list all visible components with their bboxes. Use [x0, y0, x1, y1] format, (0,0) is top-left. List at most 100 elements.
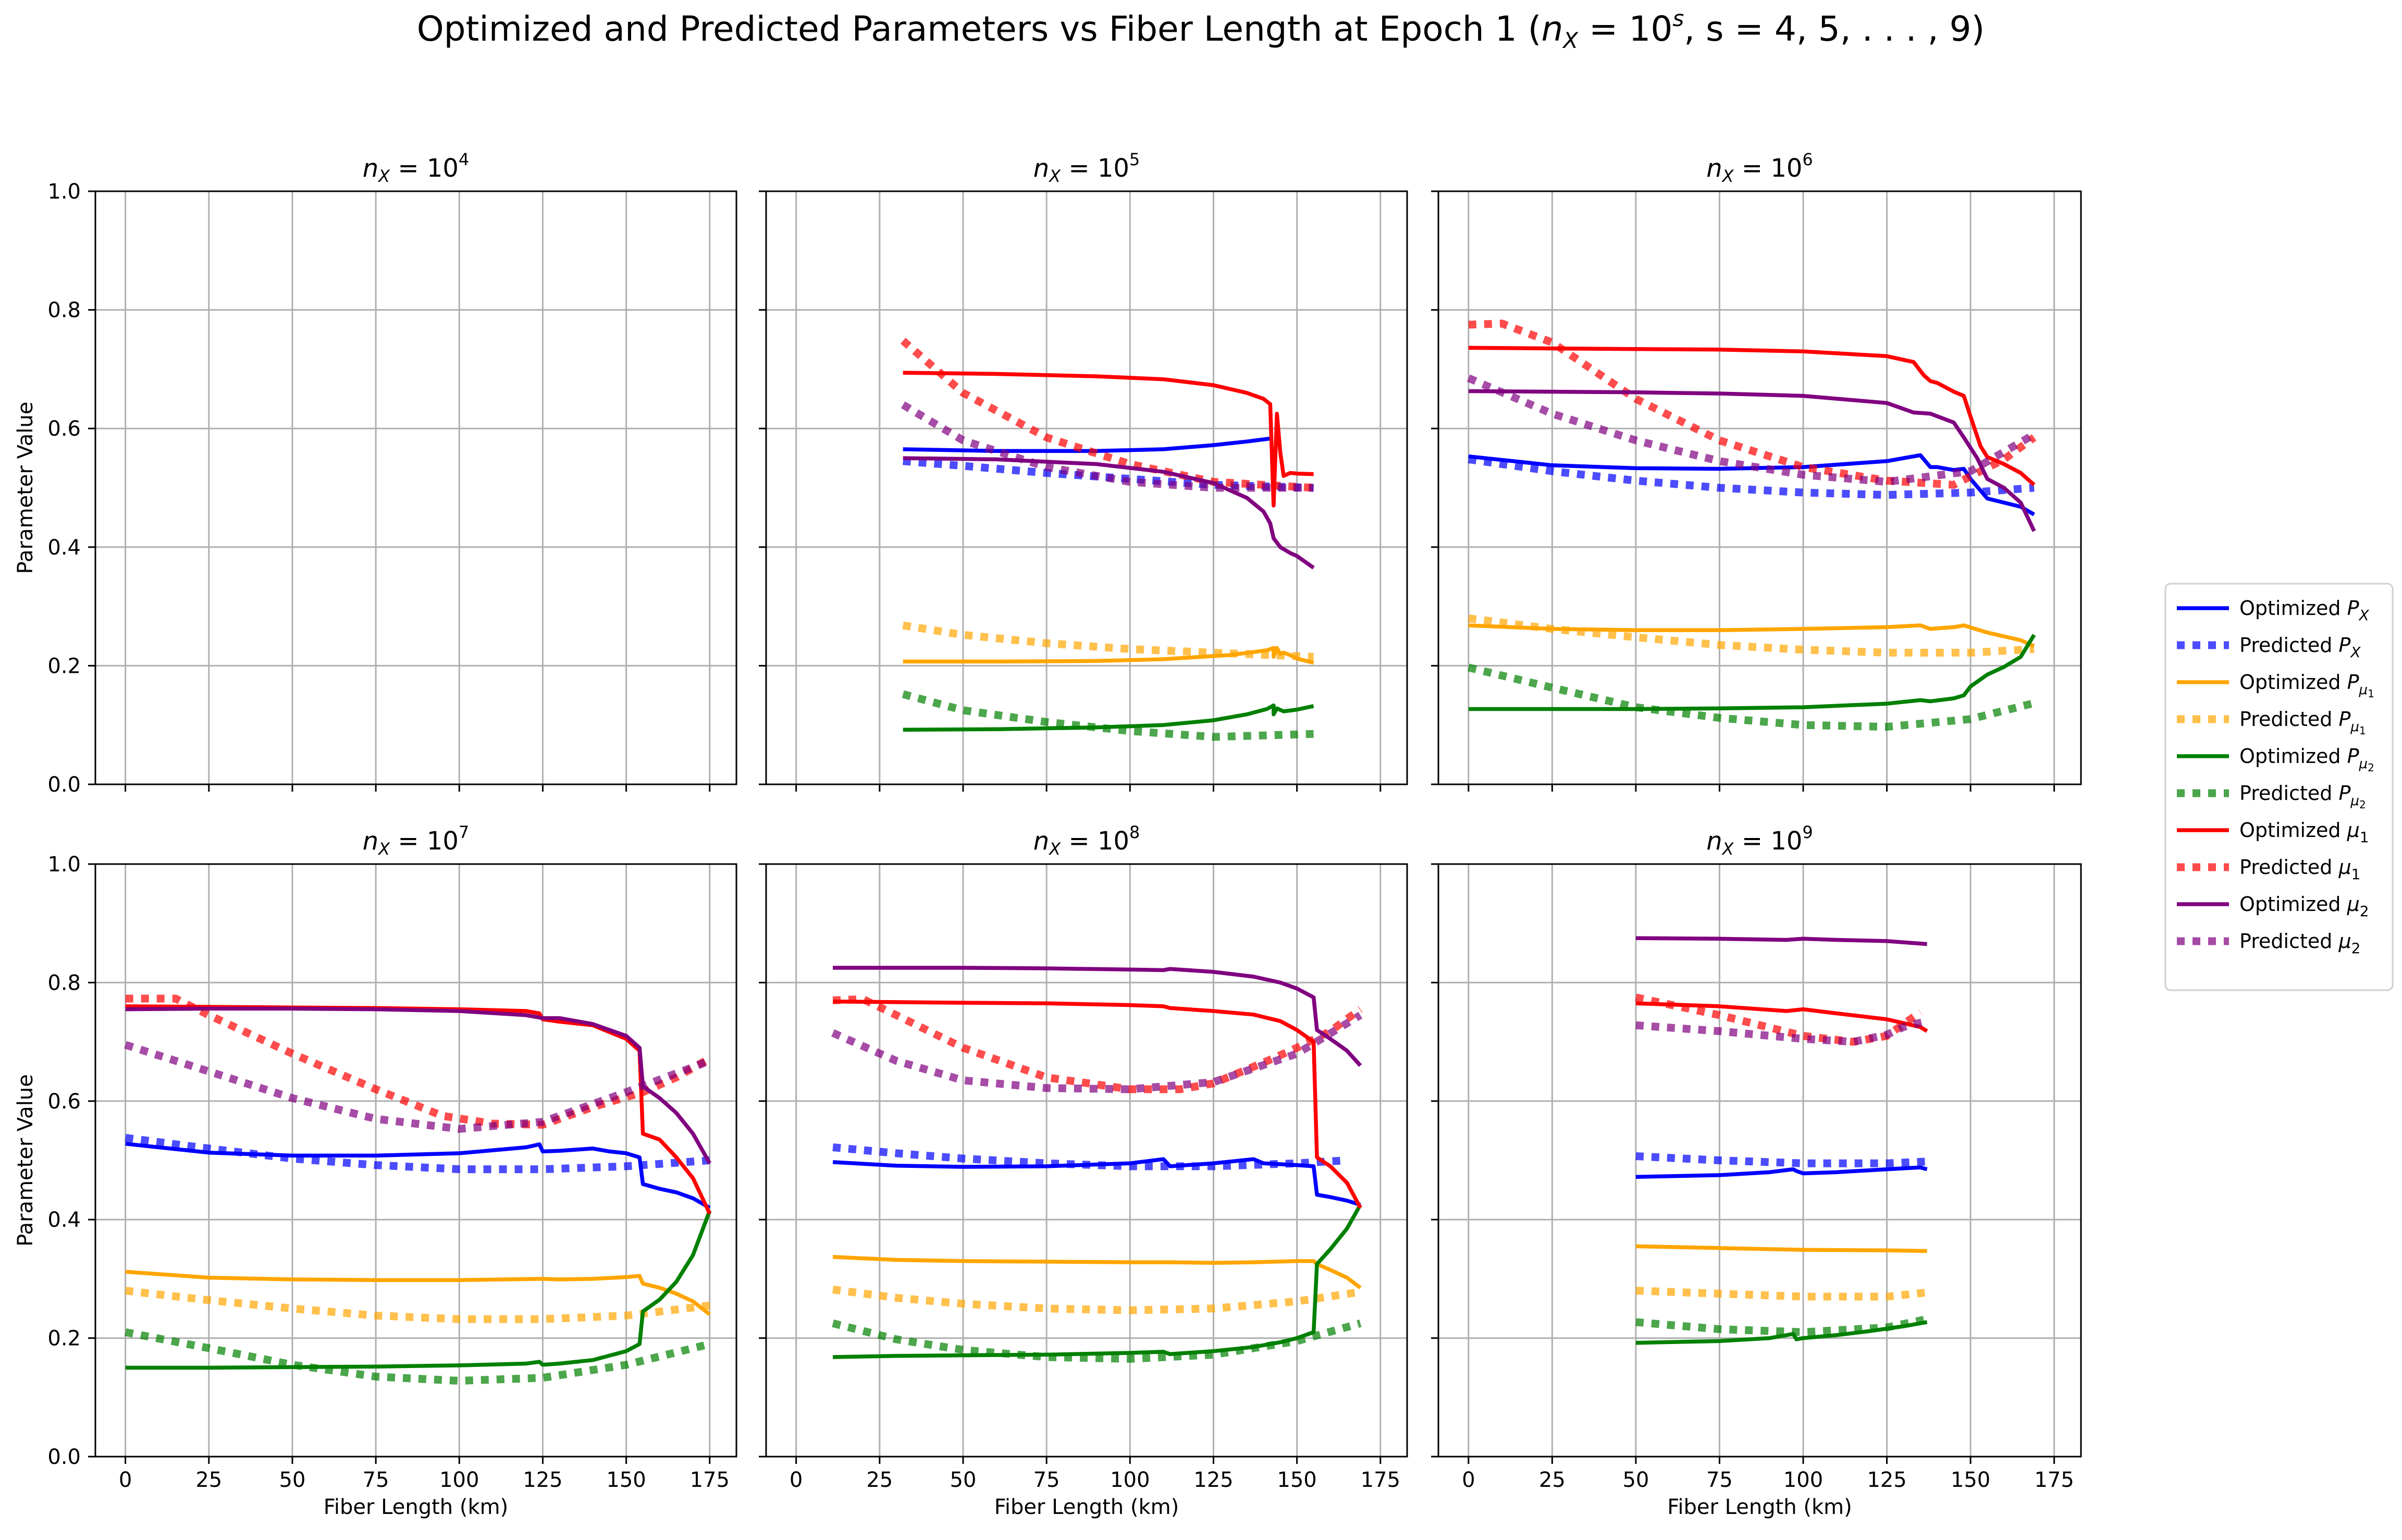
legend-entry: Optimized Pμ2: [2177, 745, 2374, 774]
legend-frame: [2164, 583, 2394, 991]
x-tick-label: 150: [606, 1468, 646, 1492]
x-tick-label: 75: [1033, 1468, 1060, 1492]
legend-entry: Optimized μ1: [2177, 819, 2369, 846]
series-line-pred_pmu1: [1468, 614, 2035, 657]
series-line-opt_mu1: [1468, 346, 2036, 487]
grid: [766, 863, 1407, 1458]
series-line-opt_px: [903, 436, 1271, 453]
x-tick-label: 175: [1361, 1468, 1400, 1492]
series-group: [1635, 936, 1928, 1345]
series-line-pred_px: [903, 457, 1314, 492]
x-tick-label: 50: [279, 1468, 306, 1492]
y-tick-label: 0.4: [47, 1208, 81, 1232]
series-line-opt_pmu2: [903, 703, 1314, 732]
x-tick-label: 50: [950, 1468, 977, 1492]
series-line-opt_mu2: [833, 966, 1362, 1067]
axes-frame: [1437, 863, 2082, 1458]
series-line-pred_pmu2: [832, 1319, 1362, 1363]
y-tick-label: 1.0: [47, 180, 81, 204]
series-line-pred_pmu1: [832, 1285, 1361, 1314]
series-line-pred_mu1: [1635, 993, 1923, 1046]
legend-entry: Predicted Pμ1: [2177, 708, 2366, 737]
series-group: [900, 338, 1315, 741]
x-tick-label: 25: [866, 1468, 893, 1492]
x-axis-label: Fiber Length (km): [324, 1495, 508, 1519]
legend-entry: Predicted μ2: [2177, 930, 2360, 957]
subplot-2: nX = 105: [759, 150, 1408, 792]
series-line-pred_px: [1468, 455, 2035, 499]
series-line-pred_mu2: [124, 1041, 711, 1133]
series-line-opt_px: [832, 1157, 1361, 1207]
series-line-opt_mu2: [1468, 389, 2036, 532]
legend-entry: Optimized Pμ1: [2177, 671, 2374, 700]
x-tick-label: 50: [1622, 1468, 1649, 1492]
x-tick-label: 175: [2034, 1468, 2074, 1492]
x-tick-label: 150: [1277, 1468, 1316, 1492]
series-line-opt_mu2: [1635, 936, 1927, 946]
subplot-title: nX = 106: [1706, 150, 1813, 186]
series-line-opt_pmu1: [1635, 1244, 1927, 1253]
subplot-title: nX = 105: [1033, 150, 1140, 186]
x-tick-label: 125: [1867, 1468, 1906, 1492]
subplot-4: nX = 107 0.0 0.2 0.4 0.6 0.8 1.0 0 25 50 75 100 125 1…: [14, 822, 737, 1519]
legend-entry: Predicted μ1: [2177, 856, 2360, 883]
subplot-6: nX = 109 0 25 50 75 100 125 150 175 Fiber Length …: [1431, 822, 2082, 1519]
subplots: nX = 104 0.0 0.2 0.4 0.6 0.8 1.0 Parameter Valu…: [14, 150, 2082, 1519]
x-tick-label: 150: [1951, 1468, 1990, 1492]
axes-frame: [765, 863, 1408, 1458]
legend-label: Predicted Pμ2: [2239, 782, 2366, 811]
y-axis-label: Parameter Value: [14, 402, 38, 574]
x-tick-label: 100: [1783, 1468, 1823, 1492]
x-axis-label: Fiber Length (km): [994, 1495, 1179, 1519]
y-tick-label: 0.8: [47, 971, 81, 995]
subplot-title: nX = 104: [363, 150, 470, 186]
series-line-pred_mu2: [831, 1012, 1363, 1093]
series-line-opt_mu2: [125, 1006, 712, 1165]
figure-title: Optimized and Predicted Parameters vs Fi…: [417, 6, 1985, 53]
series-line-pred_px: [832, 1143, 1348, 1171]
axes-frame: [94, 190, 737, 785]
y-tick-label: 0.6: [47, 1090, 81, 1114]
series-group: [124, 994, 712, 1385]
x-tick-label: 0: [1462, 1468, 1475, 1492]
x-tick-label: 125: [523, 1468, 562, 1492]
series-group: [1467, 319, 2037, 731]
series-group: [831, 966, 1363, 1363]
series-line-opt_pmu1: [903, 646, 1314, 665]
series-line-pred_pmu1: [125, 1287, 710, 1323]
series-line-opt_pmu2: [125, 1210, 712, 1370]
series-line-opt_pmu2: [1468, 634, 2036, 711]
subplot-1: nX = 104 0.0 0.2 0.4 0.6 0.8 1.0 Parameter Valu…: [14, 150, 737, 797]
series-line-pred_px: [125, 1134, 710, 1174]
y-tick-label: 0.2: [47, 1327, 81, 1351]
series-line-opt_pmu1: [832, 1255, 1362, 1289]
series-line-opt_mu1: [903, 371, 1314, 508]
y-tick-label: 0.6: [47, 417, 81, 441]
subplot-3: nX = 106: [1431, 150, 2082, 792]
axes-frame: [765, 190, 1408, 785]
axes-frame: [1437, 190, 2082, 785]
series-line-opt_px: [1635, 1165, 1928, 1179]
legend-label: Predicted μ1: [2239, 856, 2360, 883]
legend-label: Optimized μ1: [2239, 819, 2369, 846]
x-tick-label: 75: [1706, 1468, 1733, 1492]
y-tick-label: 0.0: [47, 1445, 81, 1469]
x-tick-label: 100: [439, 1468, 479, 1492]
y-tick-label: 0.0: [47, 773, 81, 797]
subplot-title: nX = 109: [1706, 822, 1813, 859]
subplot-title: nX = 107: [363, 822, 470, 859]
x-tick-label: 25: [1539, 1468, 1566, 1492]
legend-label: Predicted Pμ1: [2239, 708, 2366, 737]
series-line-pred_mu1: [900, 338, 1314, 492]
subplot-title: nX = 108: [1033, 822, 1140, 859]
legend-label: Optimized Pμ1: [2239, 671, 2374, 700]
subplot-5: nX = 108 0 25 50 75 100 125 150 175 Fiber Length …: [759, 822, 1408, 1519]
x-axis-label: Fiber Length (km): [1667, 1495, 1852, 1519]
legend-label: Optimized μ2: [2239, 893, 2369, 920]
y-tick-label: 0.2: [47, 654, 81, 678]
series-line-opt_pmu1: [125, 1270, 711, 1316]
legend-label: Predicted PX: [2239, 634, 2361, 661]
legend: Optimized PX Predicted PX Optimized Pμ1 Pre…: [2164, 583, 2394, 991]
